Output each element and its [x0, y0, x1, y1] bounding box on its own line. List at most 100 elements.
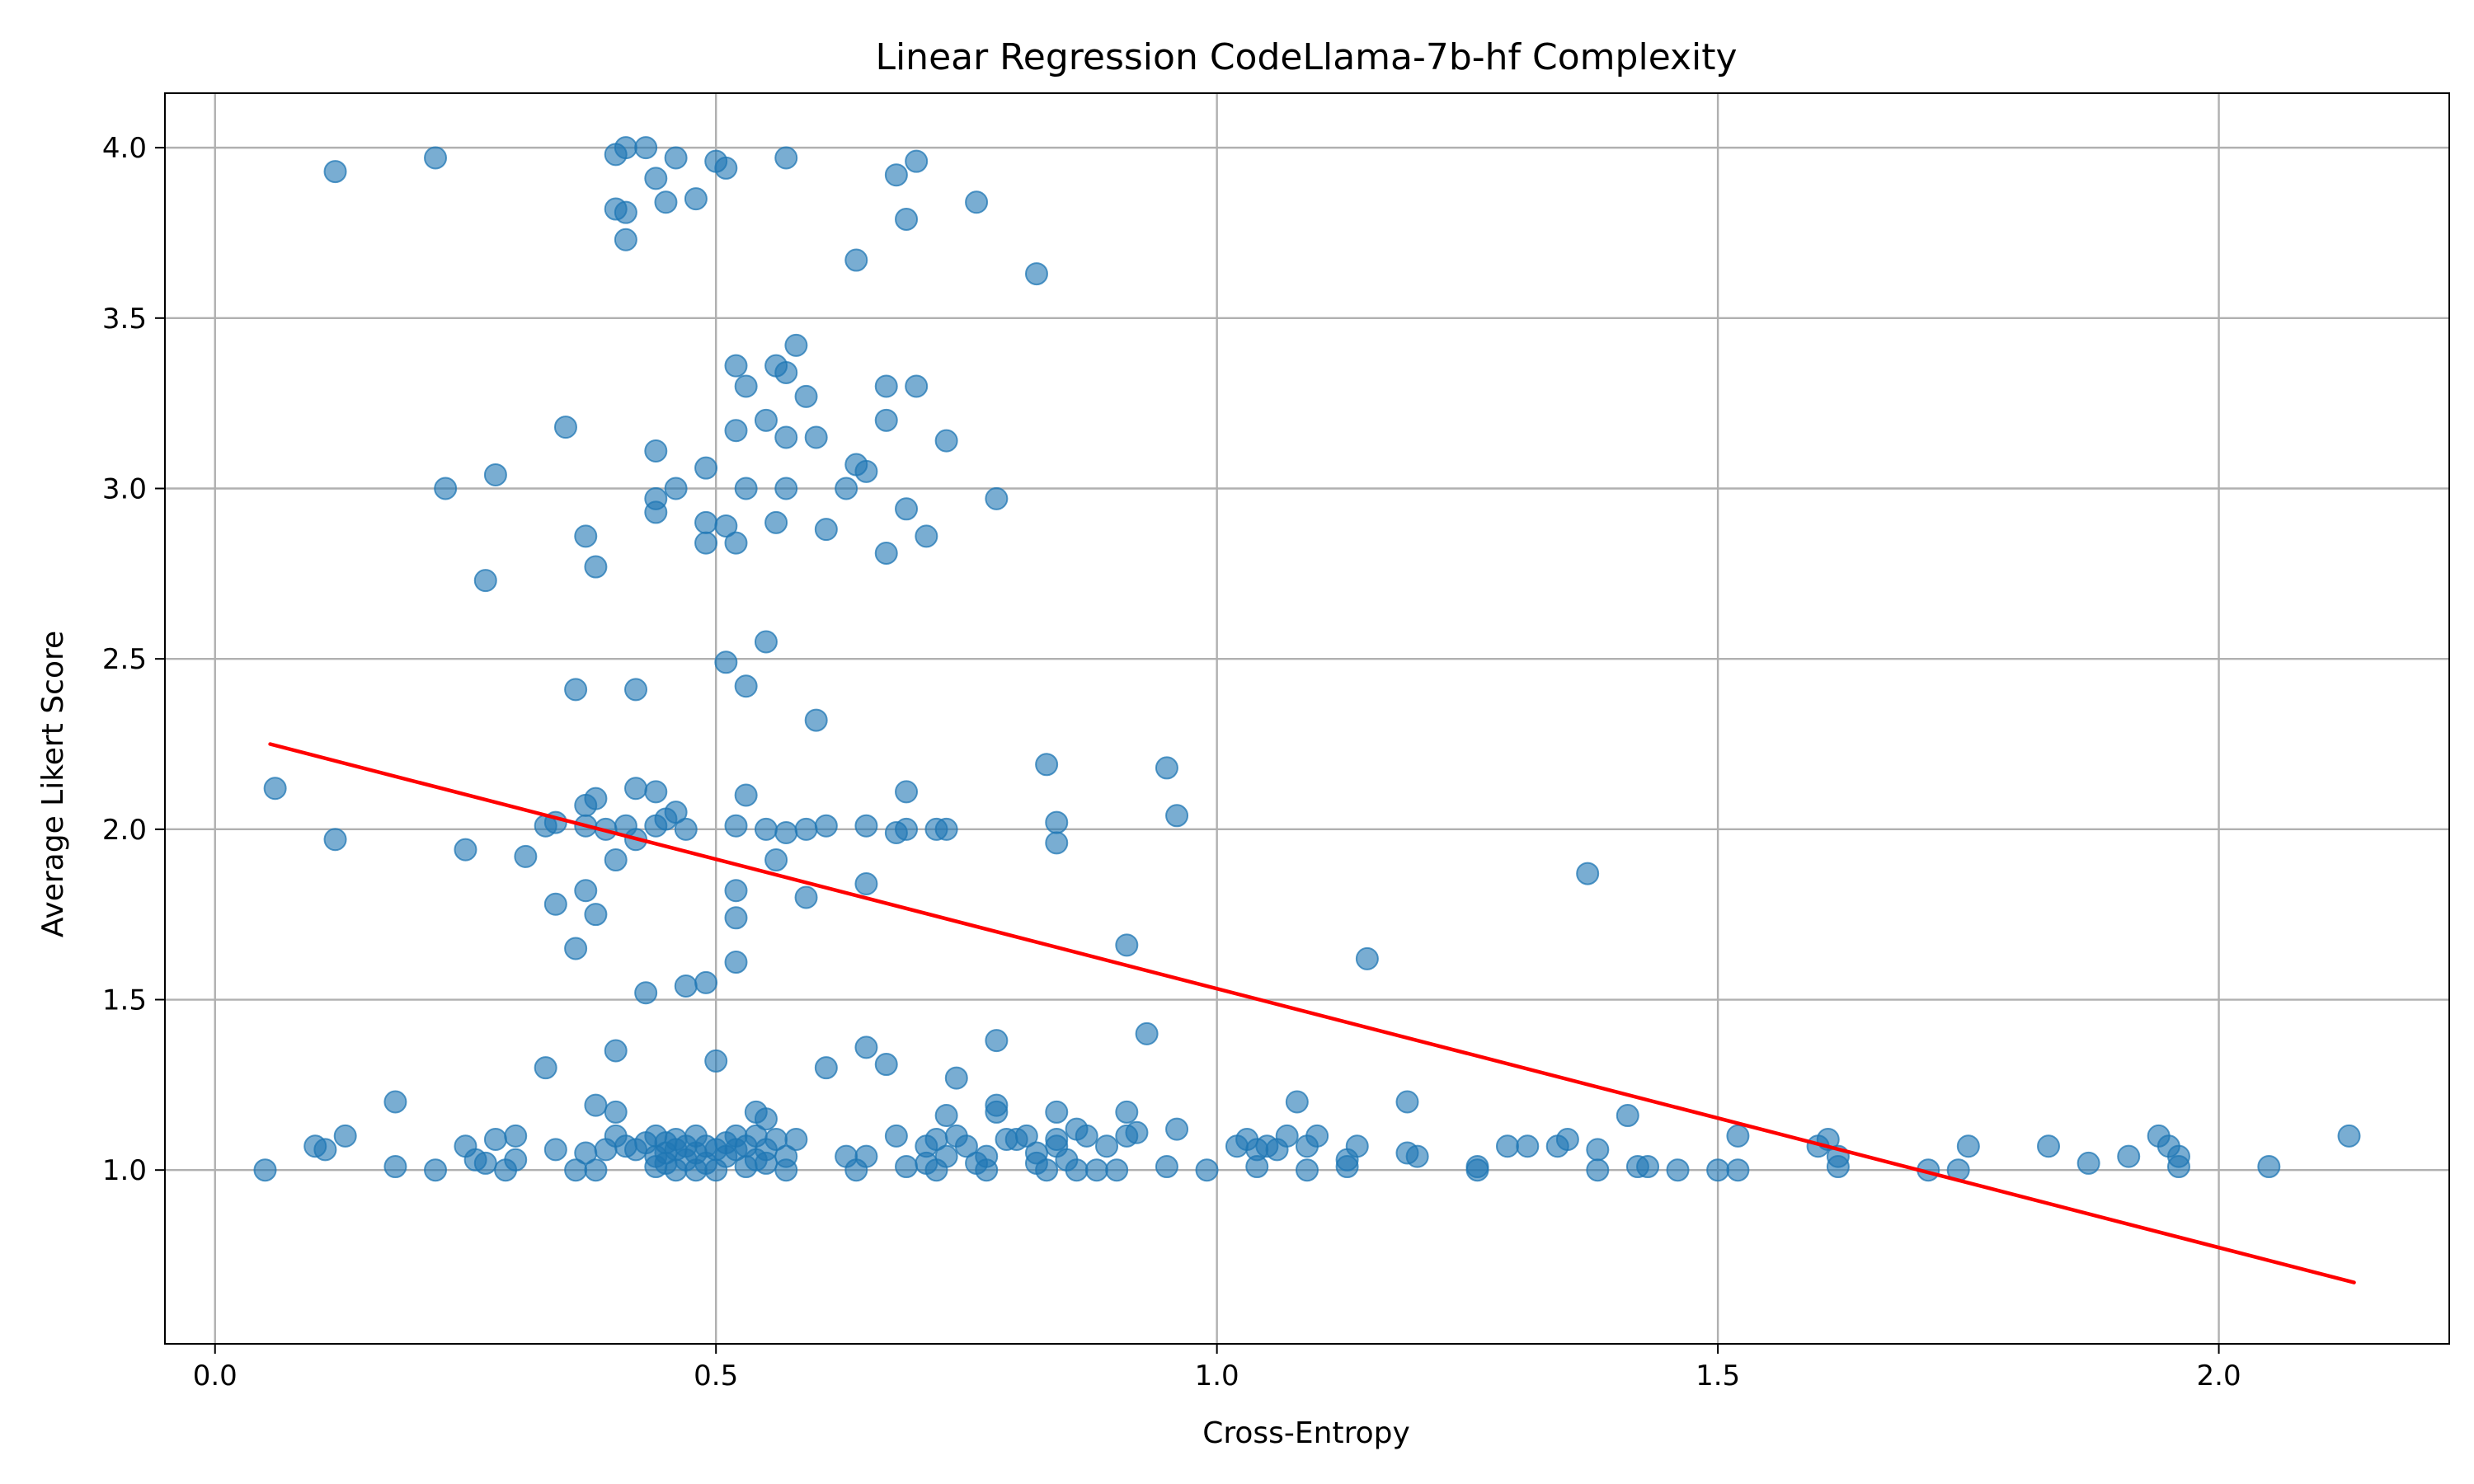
y-tick-label: 1.5 — [102, 984, 147, 1017]
data-point — [684, 187, 708, 211]
data-point — [975, 1158, 999, 1182]
data-point — [1576, 862, 1600, 885]
data-point — [2166, 1144, 2190, 1168]
data-point — [884, 1124, 908, 1148]
data-point — [985, 1100, 1009, 1124]
data-point — [734, 374, 758, 398]
data-point — [1105, 1158, 1129, 1182]
data-point — [604, 1100, 628, 1124]
data-point — [664, 477, 688, 500]
data-point — [944, 1066, 968, 1090]
data-point — [915, 524, 938, 548]
data-point — [1115, 933, 1139, 957]
y-axis-label: Average Likert Score — [36, 631, 70, 937]
data-point — [624, 777, 648, 801]
data-point — [774, 146, 798, 170]
data-point — [2117, 1144, 2141, 1168]
data-point — [714, 156, 738, 180]
x-tick-label: 1.5 — [1696, 1360, 1740, 1392]
data-point — [1035, 753, 1059, 777]
y-tick-label: 1.0 — [102, 1154, 147, 1187]
data-point — [1666, 1158, 1690, 1182]
y-axis-ticks: 1.0 1.5 2.0 2.5 3.0 3.5 4.0 — [102, 132, 165, 1187]
data-point — [694, 531, 718, 555]
data-point — [934, 1104, 958, 1128]
data-point — [323, 828, 347, 852]
data-point — [794, 384, 818, 408]
data-point — [584, 555, 608, 579]
data-point — [654, 190, 678, 214]
data-point — [1335, 1155, 1359, 1179]
data-point — [1115, 1100, 1139, 1124]
data-points — [253, 136, 2361, 1182]
data-point — [1275, 1124, 1299, 1148]
data-point — [333, 1124, 357, 1148]
data-point — [774, 360, 798, 384]
data-point — [985, 1029, 1009, 1053]
data-point — [1395, 1090, 1419, 1114]
data-point — [1555, 1127, 1579, 1151]
data-point — [724, 951, 748, 974]
data-point — [383, 1090, 407, 1114]
data-point — [564, 937, 588, 960]
data-point — [1706, 1158, 1730, 1182]
data-point — [794, 885, 818, 909]
data-point — [1135, 1021, 1159, 1045]
data-point — [614, 228, 637, 251]
data-point — [774, 477, 798, 500]
data-point — [1035, 1158, 1059, 1182]
data-point — [754, 408, 778, 432]
data-point — [424, 1158, 448, 1182]
data-point — [1065, 1158, 1089, 1182]
data-point — [1014, 1124, 1038, 1148]
data-point — [814, 1056, 838, 1080]
data-point — [1155, 756, 1178, 780]
data-point — [483, 1127, 507, 1151]
data-point — [2077, 1151, 2100, 1175]
data-point — [644, 167, 668, 190]
data-point — [1195, 1158, 1219, 1182]
data-point — [804, 708, 828, 732]
data-point — [1155, 1155, 1178, 1179]
data-point — [644, 439, 668, 463]
data-point — [754, 1151, 778, 1175]
y-tick-label: 3.0 — [102, 472, 147, 505]
data-point — [1516, 1134, 1540, 1158]
data-point — [814, 518, 838, 542]
data-point — [383, 1155, 407, 1179]
data-point — [844, 248, 868, 272]
data-point — [1045, 1127, 1069, 1151]
data-point — [584, 903, 608, 927]
data-point — [694, 456, 718, 480]
data-point — [604, 848, 628, 872]
x-axis-ticks: 0.0 0.5 1.0 1.5 2.0 — [193, 1344, 2241, 1392]
data-point — [764, 848, 788, 872]
data-point — [854, 814, 878, 838]
data-point — [674, 974, 698, 998]
data-point — [634, 136, 658, 160]
data-point — [1616, 1104, 1639, 1128]
plot-frame — [164, 92, 2450, 1345]
data-point — [764, 510, 788, 534]
data-point — [854, 1036, 878, 1059]
data-point — [784, 333, 808, 357]
data-point — [784, 1127, 808, 1151]
data-point — [874, 374, 898, 398]
data-point — [604, 1039, 628, 1063]
data-point — [1084, 1158, 1108, 1182]
data-point — [313, 1138, 337, 1162]
data-point — [574, 879, 598, 903]
data-point — [854, 871, 878, 895]
data-point — [874, 542, 898, 566]
data-point — [323, 160, 347, 184]
data-point — [1024, 262, 1048, 286]
data-point — [504, 1148, 528, 1172]
x-tick-label: 2.0 — [2197, 1360, 2241, 1392]
data-point — [724, 419, 748, 443]
data-point — [584, 787, 608, 810]
data-point — [1075, 1124, 1098, 1148]
data-point — [574, 524, 598, 548]
data-point — [714, 514, 738, 538]
